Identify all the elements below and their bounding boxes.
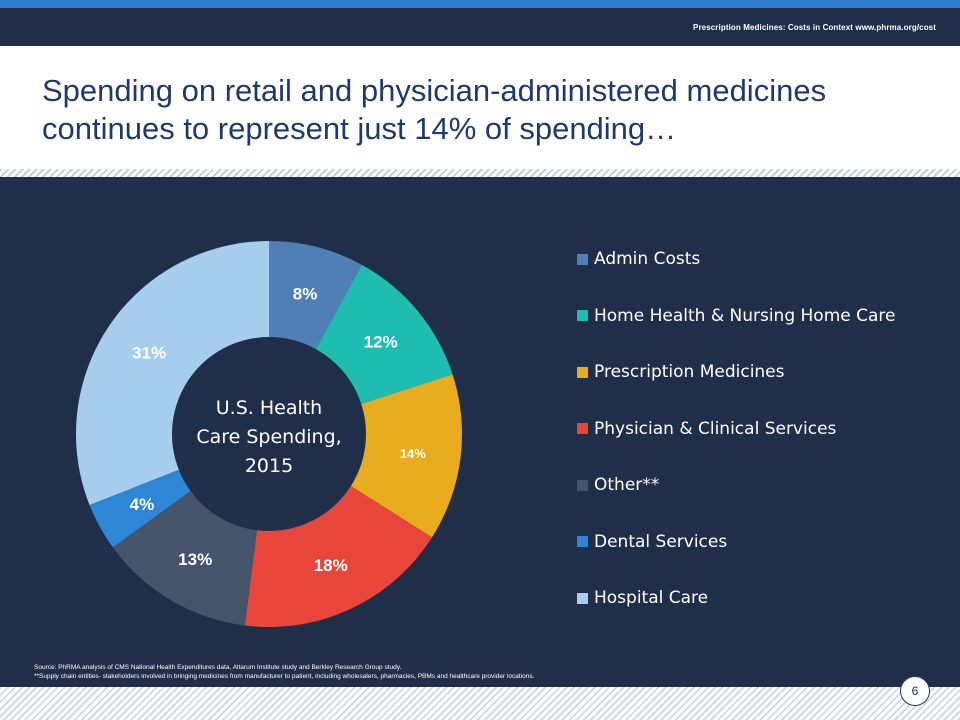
center-label-line-2: 2015 bbox=[245, 455, 293, 477]
donut-slice-0 bbox=[269, 241, 362, 349]
donut-slice-2 bbox=[350, 374, 462, 538]
legend-item-4: Other** bbox=[577, 475, 947, 495]
legend-label-6: Hospital Care bbox=[594, 588, 709, 608]
header-bar: Prescription Medicines: Costs in Context… bbox=[0, 8, 960, 46]
legend-swatch-6 bbox=[577, 592, 588, 604]
donut-slice-3 bbox=[244, 485, 432, 627]
center-label-line-0: U.S. Health bbox=[216, 397, 322, 419]
donut-slice-1 bbox=[315, 264, 453, 405]
bottom-hatch bbox=[0, 687, 960, 720]
data-label-0: 8% bbox=[293, 285, 318, 304]
center-label-line-1: Care Spending, bbox=[196, 426, 341, 448]
slide-title: Spending on retail and physician-adminis… bbox=[42, 72, 922, 148]
data-label-6: 31% bbox=[132, 343, 166, 362]
legend-swatch-0 bbox=[577, 253, 588, 265]
legend-item-0: Admin Costs bbox=[577, 249, 947, 269]
legend-swatch-3 bbox=[577, 423, 588, 434]
top-accent-bar bbox=[0, 0, 960, 8]
slide-title-line-2: continues to represent just 14% of spend… bbox=[42, 111, 677, 146]
legend-item-5: Dental Services bbox=[577, 532, 947, 552]
page-number: 6 bbox=[900, 676, 930, 706]
data-label-2: 14% bbox=[400, 446, 426, 461]
data-label-4: 13% bbox=[178, 550, 212, 569]
legend-swatch-2 bbox=[577, 366, 588, 378]
donut-slice-4 bbox=[112, 491, 257, 626]
legend-item-3: Physician & Clinical Services bbox=[577, 419, 947, 439]
legend-label-2: Prescription Medicines bbox=[594, 362, 785, 382]
legend-item-2: Prescription Medicines bbox=[577, 362, 947, 382]
data-label-1: 12% bbox=[364, 333, 398, 352]
hatch-divider bbox=[0, 169, 960, 177]
legend-label-4: Other** bbox=[594, 475, 660, 495]
legend-swatch-4 bbox=[577, 479, 588, 491]
header-text: Prescription Medicines: Costs in Context… bbox=[693, 23, 936, 32]
legend-label-3: Physician & Clinical Services bbox=[594, 418, 837, 439]
source-line-1: Source: PhRMA analysis of CMS National H… bbox=[34, 664, 402, 671]
donut-slice-6 bbox=[76, 241, 269, 506]
source-note: Source: PhRMA analysis of CMS National H… bbox=[34, 663, 894, 681]
data-label-3: 18% bbox=[314, 556, 348, 575]
legend-item-6: Hospital Care bbox=[577, 588, 947, 608]
data-label-5: 4% bbox=[130, 495, 155, 514]
chart-legend: Admin Costs Home Health & Nursing Home Ca… bbox=[577, 249, 947, 645]
donut-slice-5 bbox=[89, 469, 191, 548]
legend-swatch-5 bbox=[577, 536, 588, 547]
slide-title-line-1: Spending on retail and physician-adminis… bbox=[42, 73, 827, 108]
legend-item-1: Home Health & Nursing Home Care bbox=[577, 306, 947, 326]
legend-swatch-1 bbox=[577, 310, 588, 321]
legend-label-1: Home Health & Nursing Home Care bbox=[594, 305, 896, 326]
legend-label-5: Dental Services bbox=[594, 531, 728, 552]
source-line-2: **Supply chain entities- stakeholders in… bbox=[34, 673, 535, 680]
legend-label-0: Admin Costs bbox=[594, 249, 701, 269]
